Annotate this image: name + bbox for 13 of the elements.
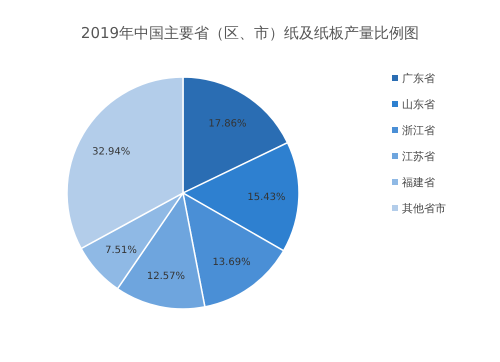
data-label: 15.43%: [247, 192, 286, 204]
legend-label: 福建省: [402, 176, 435, 189]
data-label: 17.86%: [208, 118, 247, 130]
legend-label: 广东省: [402, 72, 435, 85]
data-label: 13.69%: [212, 256, 251, 268]
legend-label: 山东省: [402, 98, 435, 111]
data-label: 32.94%: [92, 146, 130, 158]
chart-title: 2019年中国主要省（区、市）纸及纸板产量比例图: [80, 24, 420, 42]
legend-label: 浙江省: [402, 124, 435, 137]
data-label: 7.51%: [105, 244, 137, 256]
legend-label: 江苏省: [402, 150, 435, 163]
legend-label: 其他省市: [402, 202, 446, 215]
data-label: 12.57%: [146, 270, 186, 282]
